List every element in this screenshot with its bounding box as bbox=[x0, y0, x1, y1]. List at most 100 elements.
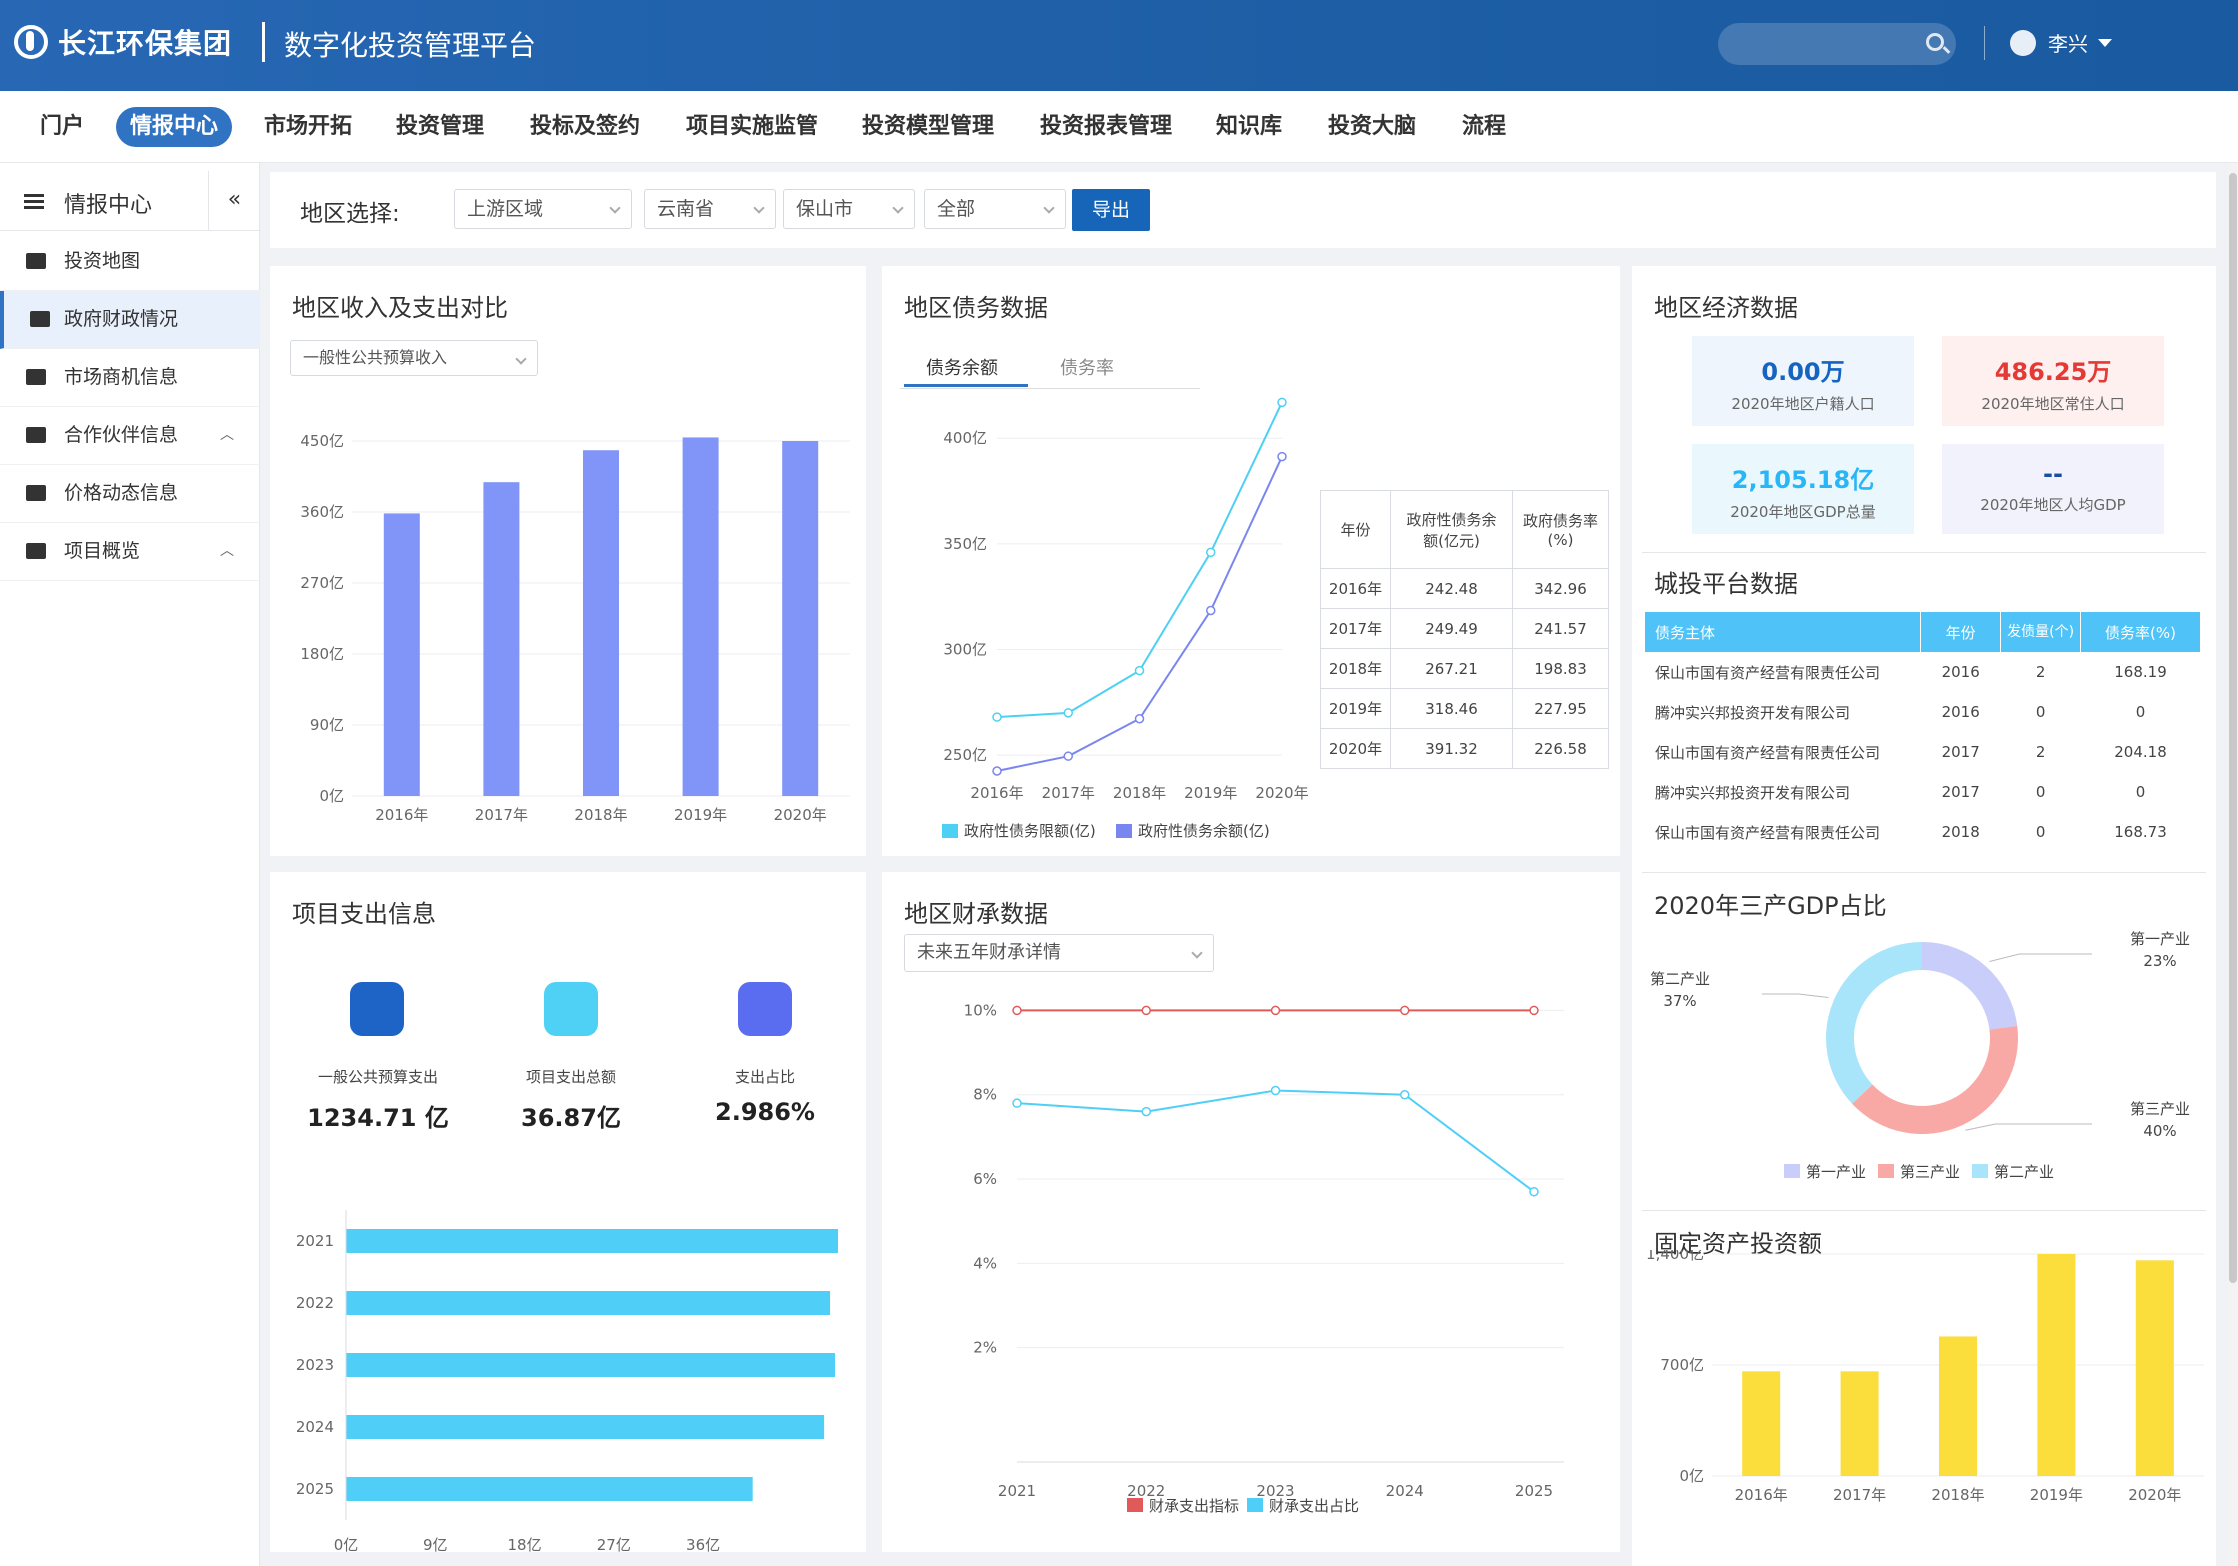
tab-active-indicator bbox=[904, 384, 1028, 387]
data-point bbox=[1134, 713, 1145, 724]
tab-debt-rate[interactable]: 债务率 bbox=[1060, 358, 1114, 379]
table-header-row: 债务主体 年份 发债量(个) 债务率(%) bbox=[1645, 612, 2201, 652]
scrollbar-thumb[interactable] bbox=[2229, 173, 2237, 1283]
y-tick-label: 1,400亿 bbox=[1646, 1250, 1704, 1263]
province-select[interactable]: 云南省 bbox=[644, 189, 776, 229]
bar bbox=[1742, 1371, 1781, 1476]
nav-bidding[interactable]: 投标及签约 bbox=[530, 114, 641, 139]
table-cell: 2 bbox=[2035, 663, 2046, 681]
slice-name: 第三产业 bbox=[2130, 1100, 2190, 1118]
pie-slice bbox=[1922, 942, 2018, 1030]
table-cell: 2018年 bbox=[1320, 648, 1391, 689]
search-icon[interactable] bbox=[1926, 33, 1944, 51]
sidebar-item-map[interactable]: 投资地图 bbox=[0, 233, 260, 291]
fiscal-detail-select[interactable]: 未来五年财承详情 bbox=[904, 934, 1214, 972]
nav-investment[interactable]: 投资管理 bbox=[396, 114, 485, 139]
menu-icon[interactable] bbox=[24, 194, 44, 197]
folder-icon bbox=[26, 427, 46, 443]
bar bbox=[2037, 1254, 2076, 1476]
scrollbar[interactable] bbox=[2228, 163, 2238, 1566]
nav-knowledge[interactable]: 知识库 bbox=[1216, 114, 1283, 139]
fiscal-panel: 地区财承数据 未来五年财承详情 bbox=[882, 872, 1620, 1552]
table-cell: 198.83 bbox=[1512, 648, 1609, 689]
data-point bbox=[1012, 1098, 1022, 1108]
brand-logo[interactable]: 长江环保集团 bbox=[14, 22, 232, 62]
y-tick-label: 360亿 bbox=[300, 503, 344, 521]
bar bbox=[483, 482, 520, 796]
sidebar-item-finance[interactable]: 政府财政情况 bbox=[0, 291, 260, 349]
user-menu[interactable]: 李兴 bbox=[2010, 28, 2112, 57]
bar bbox=[346, 1291, 831, 1315]
legend-label: 财承支出指标 bbox=[1149, 1497, 1239, 1515]
slice-value: 37% bbox=[1663, 992, 1696, 1010]
table-cell: 2017 bbox=[1941, 783, 1980, 801]
nav-model[interactable]: 投资模型管理 bbox=[862, 114, 995, 139]
table-cell: 2016 bbox=[1941, 703, 1980, 721]
nav-report[interactable]: 投资报表管理 bbox=[1040, 114, 1173, 139]
data-point bbox=[1277, 397, 1287, 408]
sidebar-item-label: 价格动态信息 bbox=[64, 482, 179, 504]
x-tick-label: 2019年 bbox=[1184, 784, 1237, 802]
table-row[interactable]: 腾冲实兴邦投资开发有限公司 2016 0 0 bbox=[1645, 692, 2201, 732]
data-point bbox=[1063, 751, 1073, 761]
table-row: 2017年 249.49 241.57 bbox=[1320, 608, 1609, 649]
nav-brain[interactable]: 投资大脑 bbox=[1328, 114, 1417, 139]
table-cell: 保山市国有资产经营有限责任公司 bbox=[1655, 743, 1881, 762]
district-select[interactable]: 全部 bbox=[924, 189, 1066, 229]
sidebar-header: 情报中心 « bbox=[0, 171, 260, 231]
list-icon bbox=[26, 485, 46, 501]
nav-market[interactable]: 市场开拓 bbox=[264, 114, 353, 139]
table-row: 2019年 318.46 227.95 bbox=[1320, 688, 1609, 729]
nav-portal[interactable]: 门户 bbox=[40, 114, 85, 139]
y-tick-label: 2021 bbox=[296, 1232, 334, 1250]
data-point bbox=[1206, 605, 1216, 616]
legend-swatch bbox=[1247, 1498, 1263, 1512]
chevron-up-icon: ︿ bbox=[220, 427, 234, 443]
x-tick-label: 18亿 bbox=[508, 1536, 542, 1552]
sidebar-item-label: 项目概览 bbox=[64, 540, 141, 562]
sidebar-item-label: 合作伙伴信息 bbox=[64, 424, 179, 446]
table-row[interactable]: 保山市国有资产经营有限责任公司 2016 2 168.19 bbox=[1645, 652, 2201, 692]
series-line bbox=[996, 456, 1283, 772]
y-tick-label: 450亿 bbox=[300, 432, 344, 450]
stat-card-resident-population: 486.25万 2020年地区常住人口 bbox=[1942, 336, 2164, 426]
data-point bbox=[1529, 1186, 1539, 1197]
table-cell: 267.21 bbox=[1390, 648, 1513, 689]
sidebar-item-partner[interactable]: 合作伙伴信息 ︿ bbox=[0, 407, 260, 465]
y-tick-label: 0亿 bbox=[319, 787, 344, 805]
table-row[interactable]: 保山市国有资产经营有限责任公司 2018 0 168.73 bbox=[1645, 812, 2201, 852]
collapse-icon[interactable]: « bbox=[208, 171, 260, 231]
table-row: 2016年 242.48 342.96 bbox=[1320, 568, 1609, 609]
search-input[interactable] bbox=[1718, 23, 1956, 65]
nav-flow[interactable]: 流程 bbox=[1462, 114, 1507, 139]
slice-name: 第一产业 bbox=[2130, 930, 2190, 948]
leader-line bbox=[1989, 953, 2092, 962]
y-tick-label: 2024 bbox=[296, 1418, 334, 1436]
sidebar-item-label: 投资地图 bbox=[64, 250, 141, 272]
data-point bbox=[1206, 547, 1216, 558]
region-select[interactable]: 上游区域 bbox=[454, 189, 632, 229]
export-button[interactable]: 导出 bbox=[1072, 189, 1150, 231]
sidebar-item-overview[interactable]: 项目概览 ︿ bbox=[0, 523, 260, 581]
bar bbox=[346, 1353, 836, 1377]
x-tick-label: 2022 bbox=[1127, 1482, 1165, 1500]
sidebar-item-price[interactable]: 价格动态信息 bbox=[0, 465, 260, 523]
nav-intelligence[interactable]: 情报中心 bbox=[116, 107, 233, 147]
slice-name: 第二产业 bbox=[1650, 970, 1710, 988]
bar bbox=[2135, 1260, 2174, 1476]
x-tick-label: 27亿 bbox=[597, 1536, 631, 1552]
stat-value: 0.00万 bbox=[1761, 358, 1845, 386]
x-tick-label: 2017年 bbox=[1042, 784, 1095, 802]
sidebar-item-opportunity[interactable]: 市场商机信息 bbox=[0, 349, 260, 407]
table-cell: 2017 bbox=[1941, 743, 1980, 761]
table-row[interactable]: 保山市国有资产经营有限责任公司 2017 2 204.18 bbox=[1645, 732, 2201, 772]
tab-debt-balance[interactable]: 债务余额 bbox=[926, 358, 998, 379]
y-tick-label: 10% bbox=[964, 1001, 997, 1019]
budget-icon bbox=[350, 982, 404, 1036]
table-row[interactable]: 腾冲实兴邦投资开发有限公司 2017 0 0 bbox=[1645, 772, 2201, 812]
data-point bbox=[1134, 665, 1145, 676]
city-select[interactable]: 保山市 bbox=[783, 189, 915, 229]
nav-project[interactable]: 项目实施监管 bbox=[686, 114, 819, 139]
income-type-select[interactable]: 一般性公共预算收入 bbox=[290, 340, 538, 376]
y-tick-label: 8% bbox=[973, 1086, 997, 1104]
